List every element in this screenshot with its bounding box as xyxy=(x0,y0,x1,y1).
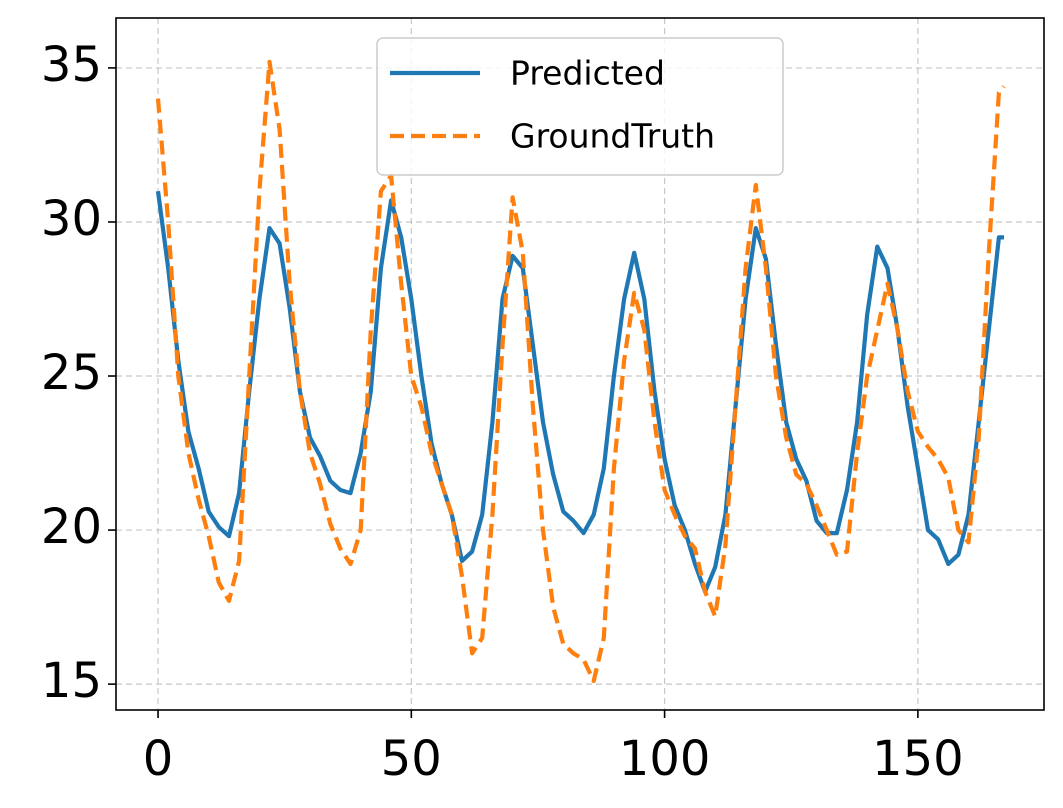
y-tick-label: 20 xyxy=(41,499,102,555)
plot-frame xyxy=(115,17,1045,711)
x-tick-label: 100 xyxy=(619,731,711,787)
y-tick-label: 30 xyxy=(41,191,102,247)
y-tick-label: 35 xyxy=(41,37,102,93)
x-tick-label: 50 xyxy=(381,731,442,787)
lines xyxy=(155,59,1006,684)
series-line xyxy=(155,59,1006,684)
x-tick-label: 150 xyxy=(872,731,964,787)
legend-label: GroundTruth xyxy=(510,117,715,156)
series-line xyxy=(155,190,1004,594)
y-tick-label: 25 xyxy=(41,345,102,401)
legend-label: Predicted xyxy=(510,54,665,93)
ticks: 15 20 25 30 35 0 50 100 150 xyxy=(41,37,964,787)
legend: Predicted GroundTruth xyxy=(376,37,784,176)
y-tick-label: 15 xyxy=(41,653,102,709)
x-tick-label: 0 xyxy=(143,731,174,787)
